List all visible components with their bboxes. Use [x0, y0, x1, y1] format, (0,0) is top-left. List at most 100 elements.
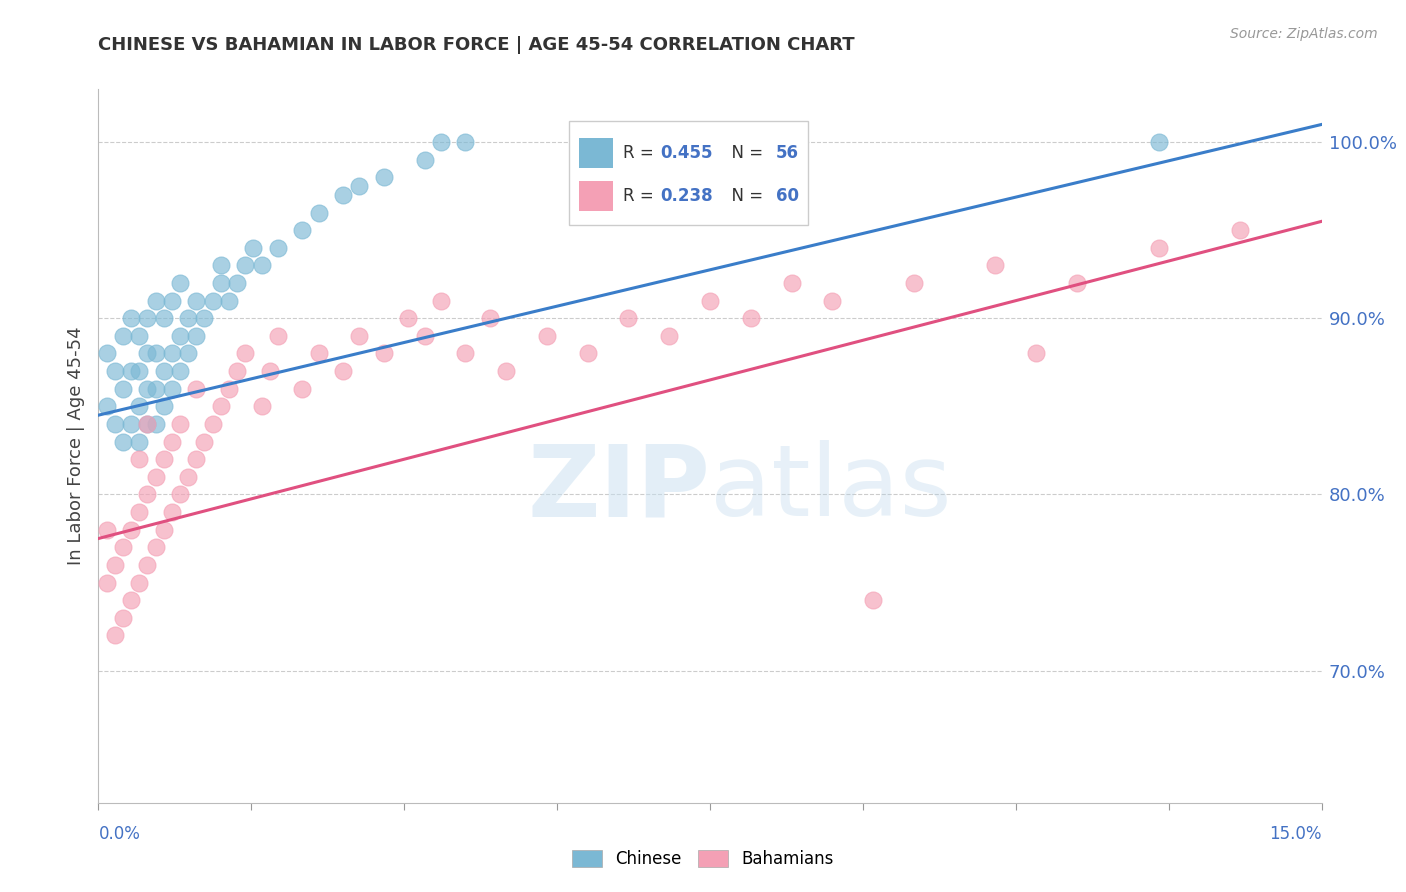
Point: [96, 523, 118, 537]
Point: [218, 382, 240, 396]
Point: [152, 452, 174, 467]
Point: [454, 135, 477, 149]
Point: [177, 346, 200, 360]
Point: [145, 346, 167, 360]
Point: [152, 523, 174, 537]
Point: [96, 400, 118, 414]
Point: [104, 417, 127, 431]
Point: [250, 400, 273, 414]
Point: [145, 293, 167, 308]
Point: [1066, 276, 1088, 290]
Point: [136, 417, 159, 431]
Point: [136, 311, 159, 326]
Text: CHINESE VS BAHAMIAN IN LABOR FORCE | AGE 45-54 CORRELATION CHART: CHINESE VS BAHAMIAN IN LABOR FORCE | AGE…: [98, 36, 855, 54]
Point: [413, 329, 436, 343]
Point: [349, 179, 371, 194]
Point: [128, 575, 150, 590]
Text: 0.0%: 0.0%: [98, 825, 141, 843]
Point: [903, 276, 925, 290]
Point: [120, 523, 142, 537]
FancyBboxPatch shape: [579, 138, 613, 169]
Point: [617, 311, 640, 326]
Point: [699, 135, 721, 149]
Text: 15.0%: 15.0%: [1270, 825, 1322, 843]
Point: [209, 259, 232, 273]
Point: [308, 346, 330, 360]
Point: [152, 400, 174, 414]
Point: [152, 364, 174, 378]
Point: [250, 259, 273, 273]
FancyBboxPatch shape: [579, 181, 613, 211]
Point: [186, 293, 208, 308]
Point: [576, 346, 599, 360]
Point: [233, 346, 256, 360]
Point: [862, 593, 884, 607]
Point: [128, 434, 150, 449]
Text: ZIP: ZIP: [527, 441, 710, 537]
Point: [226, 364, 249, 378]
Point: [536, 329, 558, 343]
Point: [136, 417, 159, 431]
Point: [193, 434, 215, 449]
Point: [349, 329, 371, 343]
Point: [96, 575, 118, 590]
Point: [259, 364, 281, 378]
Point: [984, 259, 1007, 273]
Text: N =: N =: [721, 187, 769, 205]
Text: atlas: atlas: [710, 441, 952, 537]
Point: [177, 311, 200, 326]
Point: [291, 382, 314, 396]
Point: [413, 153, 436, 167]
Point: [120, 311, 142, 326]
FancyBboxPatch shape: [569, 121, 808, 225]
Point: [136, 558, 159, 572]
Point: [169, 276, 191, 290]
Point: [308, 205, 330, 219]
Point: [186, 329, 208, 343]
Point: [1147, 241, 1170, 255]
Point: [780, 276, 803, 290]
Point: [111, 611, 134, 625]
Point: [430, 135, 453, 149]
Point: [1025, 346, 1047, 360]
Point: [699, 293, 721, 308]
Point: [821, 293, 844, 308]
Text: Source: ZipAtlas.com: Source: ZipAtlas.com: [1230, 27, 1378, 41]
Point: [332, 188, 354, 202]
Point: [201, 293, 224, 308]
Point: [128, 329, 150, 343]
Point: [120, 417, 142, 431]
Point: [576, 135, 599, 149]
Point: [495, 364, 517, 378]
Point: [152, 311, 174, 326]
Point: [136, 346, 159, 360]
Point: [209, 400, 232, 414]
Point: [396, 311, 419, 326]
Point: [160, 346, 183, 360]
Text: 60: 60: [776, 187, 799, 205]
Point: [160, 382, 183, 396]
Point: [145, 417, 167, 431]
Point: [267, 241, 290, 255]
Point: [186, 382, 208, 396]
Point: [111, 382, 134, 396]
Point: [128, 400, 150, 414]
Text: 0.238: 0.238: [659, 187, 713, 205]
Point: [169, 329, 191, 343]
Point: [104, 364, 127, 378]
Legend: Chinese, Bahamians: Chinese, Bahamians: [565, 843, 841, 875]
Point: [160, 434, 183, 449]
Point: [145, 382, 167, 396]
Point: [478, 311, 501, 326]
Point: [201, 417, 224, 431]
Point: [740, 311, 762, 326]
Point: [233, 259, 256, 273]
Point: [160, 505, 183, 519]
Point: [658, 329, 681, 343]
Point: [145, 470, 167, 484]
Point: [136, 382, 159, 396]
Point: [169, 364, 191, 378]
Point: [218, 293, 240, 308]
Point: [267, 329, 290, 343]
Point: [242, 241, 264, 255]
